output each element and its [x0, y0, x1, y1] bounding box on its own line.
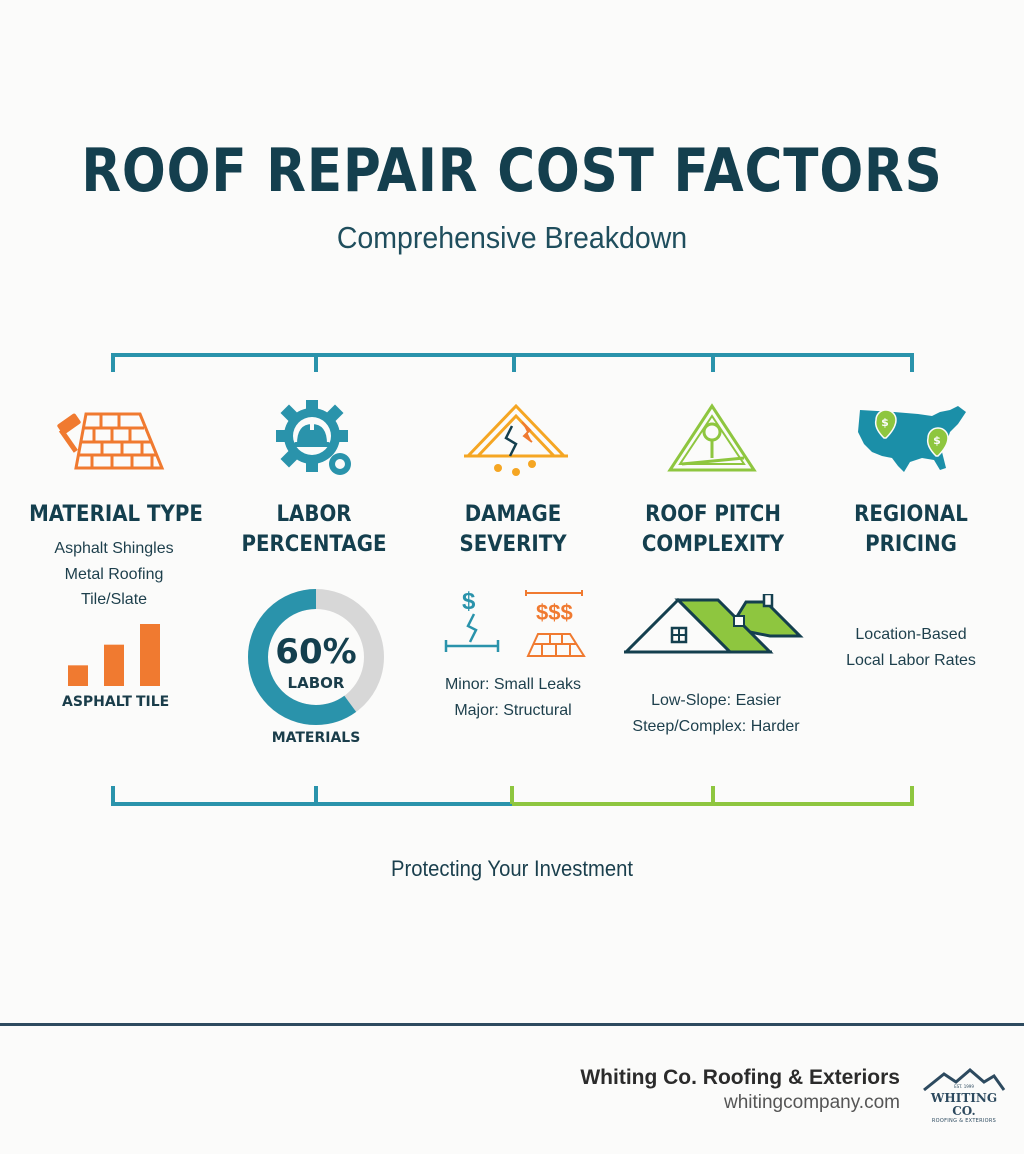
- material-details: Asphalt Shingles Metal Roofing Tile/Slat…: [14, 536, 214, 613]
- labor-title-line1: LABOR: [276, 502, 352, 527]
- damage-title-line2: SEVERITY: [459, 532, 567, 557]
- usa-map-pins-icon: $ $: [858, 406, 966, 472]
- factor-title-material: MATERIAL TYPE: [29, 502, 203, 527]
- page-subtitle: Comprehensive Breakdown: [336, 220, 688, 255]
- top-bracket: [111, 353, 914, 372]
- cost-low-symbol: $: [462, 588, 476, 615]
- detail-major: Major: Structural: [454, 701, 572, 719]
- page-title: ROOF REPAIR COST FACTORS: [81, 136, 943, 206]
- company-logo: EST. 1999 WHITING CO. ROOFING & EXTERIOR…: [922, 1066, 1006, 1124]
- regional-details: Location-Based Local Labor Rates: [811, 622, 1011, 673]
- donut-percent: 60%: [275, 632, 357, 672]
- damage-title-line1: DAMAGE: [464, 502, 562, 527]
- factor-title-regional: REGIONAL PRICING: [821, 500, 1001, 560]
- pitch-triangle-icon: [667, 403, 757, 472]
- factor-title-pitch: ROOF PITCH COMPLEXITY: [623, 500, 803, 560]
- damaged-tiles-icon: [526, 633, 586, 657]
- gear-hardhat-icon: [276, 400, 351, 475]
- detail-metal: Metal Roofing: [64, 565, 164, 583]
- logo-roofline-icon: EST. 1999: [923, 1068, 1006, 1092]
- pitch-details: Low-Slope: Easier Steep/Complex: Harder: [616, 688, 816, 739]
- svg-text:$: $: [933, 434, 941, 447]
- detail-location: Location-Based: [855, 626, 967, 643]
- detail-tile: Tile/Slate: [80, 591, 148, 608]
- donut-labor-segment: [248, 589, 384, 725]
- house-roofs-icon: [624, 594, 804, 654]
- material-bar-chart: [68, 624, 160, 686]
- pitch-title-line1: ROOF PITCH: [645, 502, 781, 527]
- donut-label: LABOR: [287, 674, 345, 692]
- cracked-roof-icon: [464, 403, 568, 476]
- footer-url[interactable]: whitingcompany.com: [723, 1092, 900, 1113]
- chart-label-asphalt: ASPHALT: [62, 694, 132, 710]
- detail-low-slope: Low-Slope: Easier: [651, 692, 781, 709]
- footer-company-name: Whiting Co. Roofing & Exteriors: [580, 1066, 900, 1089]
- detail-steep: Steep/Complex: Harder: [632, 717, 800, 735]
- chart-label-tile: TILE: [136, 694, 170, 710]
- material-bar-2: [104, 644, 124, 686]
- damage-details: Minor: Small Leaks Major: Structural: [413, 672, 613, 723]
- footer-divider: [0, 1023, 1024, 1026]
- cost-high-symbol: $$$: [536, 600, 573, 625]
- regional-title-line1: REGIONAL: [854, 502, 968, 527]
- logo-subtitle: ROOFING & EXTERIORS: [931, 1118, 997, 1124]
- svg-text:$: $: [881, 416, 889, 429]
- cost-high-bracket: [525, 590, 583, 596]
- material-bar-3: [140, 624, 160, 686]
- labor-title-line2: PERCENTAGE: [241, 532, 387, 557]
- detail-labor-rates: Local Labor Rates: [846, 651, 976, 669]
- bottom-bracket: [111, 786, 914, 806]
- svg-text:EST. 1999: EST. 1999: [954, 1084, 974, 1089]
- regional-title-line2: PRICING: [865, 532, 957, 557]
- material-bar-1: [68, 665, 88, 686]
- donut-sub-label: MATERIALS: [271, 730, 361, 746]
- minor-crack-icon: [444, 613, 500, 652]
- factor-title-labor: LABOR PERCENTAGE: [224, 500, 404, 560]
- brick-roof-hammer-icon: [57, 412, 165, 470]
- logo-name: WHITING CO.: [930, 1091, 998, 1118]
- tagline: Protecting Your Investment: [391, 856, 633, 881]
- detail-asphalt: Asphalt Shingles: [54, 540, 174, 557]
- labor-donut-chart: [248, 589, 384, 725]
- factor-title-damage: DAMAGE SEVERITY: [423, 500, 603, 560]
- detail-minor: Minor: Small Leaks: [444, 676, 582, 693]
- pitch-title-line2: COMPLEXITY: [641, 532, 785, 557]
